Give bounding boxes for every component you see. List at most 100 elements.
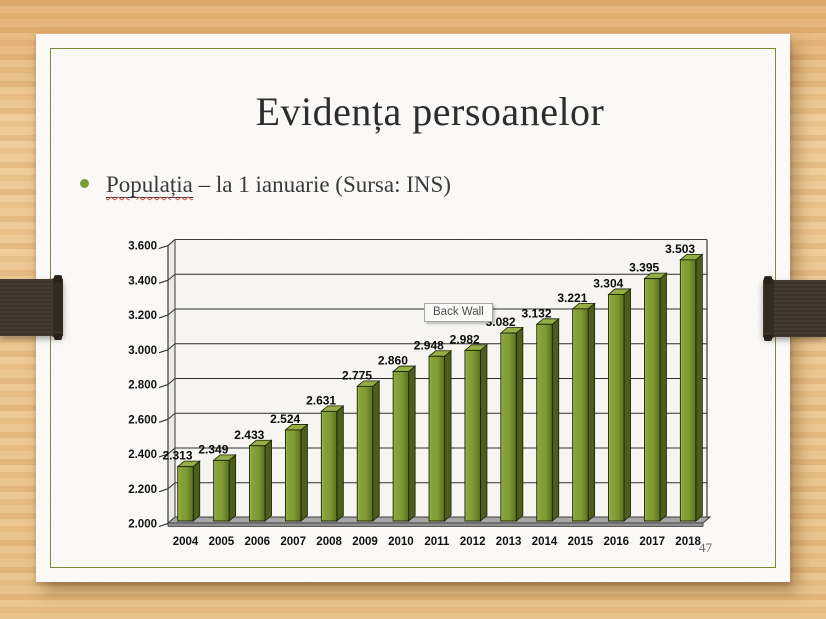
bar-2007[interactable] — [284, 429, 302, 522]
gridline-bend — [167, 378, 176, 385]
bar-2009[interactable] — [356, 385, 374, 522]
value-axis-label: 2.800 — [128, 380, 157, 392]
value-axis-label: 3.400 — [128, 275, 157, 287]
gridline-bend — [167, 343, 176, 351]
bar-value-label: 2.524 — [270, 412, 300, 426]
bullet-item[interactable]: Populația – la 1 ianuarie (Sursa: INS) — [80, 170, 451, 200]
bar-2016[interactable] — [608, 293, 625, 522]
bar-2011[interactable] — [428, 355, 445, 522]
bar-side-2009[interactable] — [372, 379, 380, 522]
category-axis-label: 2010 — [388, 536, 414, 548]
bar-value-label: 2.860 — [378, 354, 408, 368]
category-axis-label: 2015 — [568, 536, 594, 548]
bar-value-label: 2.948 — [414, 338, 444, 352]
value-axis-label: 3.000 — [128, 345, 157, 357]
value-axis-tick — [158, 384, 169, 388]
slide-canvas[interactable]: Evidența persoanelor Populația – la 1 ia… — [36, 34, 790, 582]
bar-side-2006[interactable] — [264, 439, 272, 522]
chart-floor-edge — [167, 522, 704, 527]
bar-2010[interactable] — [392, 371, 410, 522]
bar-value-label: 3.503 — [665, 242, 695, 256]
strap-knob — [764, 276, 772, 284]
bar-value-label: 3.395 — [629, 261, 659, 275]
bar-2008[interactable] — [320, 410, 338, 522]
wall-edge — [167, 239, 176, 246]
value-axis-tick — [158, 488, 169, 493]
bar-side-2010[interactable] — [408, 365, 416, 522]
bar-side-2016[interactable] — [623, 288, 631, 522]
value-axis-label: 2.000 — [128, 519, 157, 531]
bar-side-2014[interactable] — [551, 317, 560, 522]
category-axis-label: 2004 — [173, 536, 199, 548]
bar-2014[interactable] — [536, 323, 553, 522]
category-axis-label: 2009 — [352, 536, 378, 548]
strap-cap — [52, 278, 63, 337]
bullet-term: Populația — [106, 172, 193, 198]
bar-side-2007[interactable] — [300, 423, 308, 522]
bar-value-label: 3.132 — [521, 306, 551, 320]
gridline-bend — [167, 447, 176, 455]
bar-value-label: 2.982 — [450, 332, 480, 346]
bullet-rest: – la 1 ianuarie (Sursa: INS) — [192, 172, 451, 197]
category-axis-label: 2008 — [316, 536, 342, 548]
bar-2017[interactable] — [644, 278, 661, 522]
category-axis-label: 2017 — [639, 536, 665, 548]
value-axis-label: 2.200 — [128, 484, 157, 496]
gridline-bend — [167, 273, 176, 281]
slide-title[interactable]: Evidența persoanelor — [255, 89, 605, 134]
value-axis-tick — [158, 349, 169, 354]
bar-side-2017[interactable] — [659, 272, 667, 522]
bar-2012[interactable] — [464, 349, 481, 522]
bar-value-label: 2.433 — [234, 428, 264, 442]
bar-2006[interactable] — [249, 445, 266, 522]
bar-2013[interactable] — [500, 332, 517, 522]
value-axis-tick — [158, 279, 169, 284]
bar-2005[interactable] — [213, 459, 230, 522]
backwall-tooltip: Back Wall — [424, 303, 493, 322]
category-axis-label: 2016 — [604, 536, 630, 548]
category-axis-label: 2014 — [532, 536, 558, 548]
category-axis-label: 2018 — [675, 536, 701, 548]
category-axis-label: 2013 — [496, 536, 522, 548]
bar-value-label: 2.631 — [306, 393, 336, 407]
bar-2015[interactable] — [572, 308, 589, 522]
bar-side-2013[interactable] — [515, 326, 524, 522]
bar-value-label: 3.304 — [593, 276, 623, 290]
value-axis-tick — [158, 314, 169, 319]
gridline-bend — [167, 412, 176, 420]
bar-side-2012[interactable] — [480, 344, 488, 522]
population-chart[interactable]: 3.600 3.400 3.200 3.000 2.800 2.600 2.400 2.200… — [106, 234, 731, 564]
slide-number: 47 — [699, 540, 712, 555]
bar-side-2005[interactable] — [228, 453, 237, 522]
value-axis-tick — [158, 418, 169, 423]
bar-side-2018[interactable] — [695, 253, 703, 522]
value-axis-label: 2.400 — [128, 449, 157, 461]
strap-knob — [54, 332, 62, 340]
bar-value-label: 2.349 — [198, 442, 228, 456]
bar-2018[interactable] — [679, 259, 697, 522]
bar-side-2008[interactable] — [336, 405, 344, 522]
bar-side-2004[interactable] — [192, 460, 201, 522]
strap-cap — [763, 279, 774, 338]
bar-value-label: 3.082 — [486, 315, 516, 329]
gridline-bend — [167, 482, 176, 490]
bar-side-2011[interactable] — [444, 349, 452, 522]
category-axis-label: 2012 — [460, 536, 486, 548]
category-axis-label: 2007 — [280, 536, 306, 548]
bar-side-2015[interactable] — [587, 302, 596, 522]
value-axis-tick — [158, 523, 169, 527]
value-axis-label: 2.600 — [128, 414, 157, 426]
gridline-bend — [167, 308, 176, 316]
bar-2004[interactable] — [177, 466, 194, 522]
category-axis-label: 2011 — [424, 536, 450, 548]
value-axis-tick — [158, 453, 169, 458]
strap-knob — [764, 333, 772, 341]
bar-value-label: 3.221 — [557, 291, 587, 305]
value-axis-label: 3.200 — [128, 310, 157, 322]
right-strap — [763, 276, 826, 341]
value-axis-tick — [158, 245, 169, 249]
value-axis-label: 3.600 — [128, 241, 157, 253]
bar-value-label: 2.313 — [162, 449, 192, 463]
bar-value-label: 2.775 — [342, 368, 372, 382]
